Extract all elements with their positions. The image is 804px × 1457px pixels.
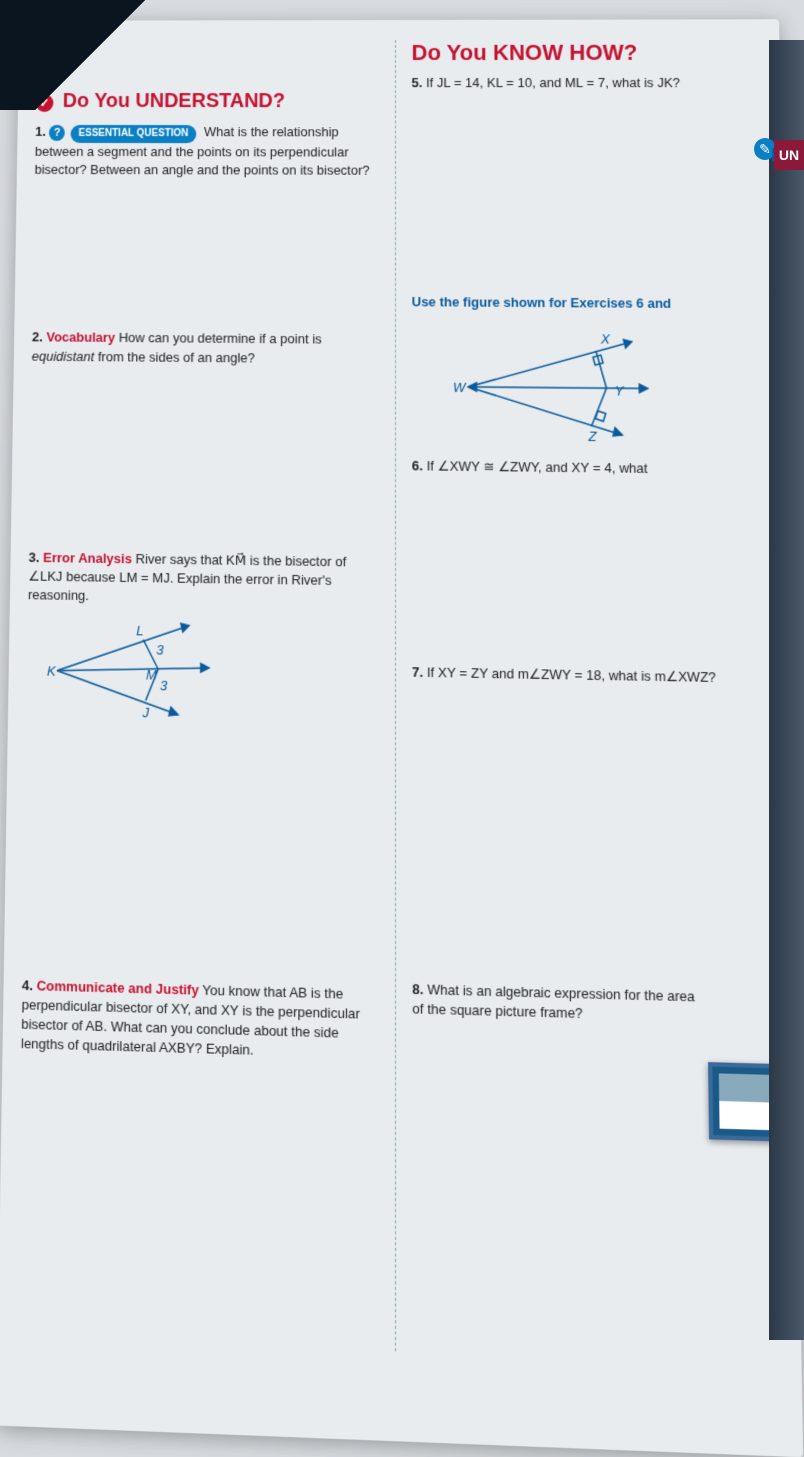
q8-text: What is an algebraic expression for the … — [412, 981, 695, 1021]
right-column: Do You KNOW HOW? 5. If JL = 14, KL = 10,… — [412, 40, 783, 1366]
fig-label-m: M — [146, 667, 157, 683]
q3-figure: K L M J 3 3 — [46, 613, 378, 729]
question-4: 4. Communicate and Justify You know that… — [21, 975, 378, 1063]
adjacent-page-edge: ✎ PR UN — [769, 40, 804, 1340]
q6-text: If ∠XWY ≅ ∠ZWY, and XY = 4, what — [427, 458, 648, 476]
q1-num: 1. — [35, 124, 46, 139]
fig-label-z: Z — [587, 429, 597, 445]
fig-label-l: L — [136, 623, 143, 639]
fig-label-y: Y — [614, 383, 625, 399]
fig-label-w: W — [452, 380, 466, 396]
fig-label-k: K — [47, 663, 57, 679]
q2-label: Vocabulary — [46, 330, 115, 346]
fig-label-x: X — [599, 331, 610, 347]
q5-num: 5. — [412, 75, 423, 90]
question-3: 3. Error Analysis River says that KM⃗ is… — [26, 548, 378, 729]
q2-text-a: How can you determine if a point is — [119, 330, 322, 347]
essential-question-badge: ESSENTIAL QUESTION — [71, 125, 197, 143]
q2-num: 2. — [32, 330, 43, 345]
question-5: 5. If JL = 14, KL = 10, and ML = 7, what… — [412, 74, 762, 92]
q6-figure: W X Y Z — [452, 331, 767, 453]
q7-text: If XY = ZY and m∠ZWY = 18, what is m∠XWZ… — [427, 664, 716, 685]
fig-label-j: J — [141, 705, 149, 721]
q4-num: 4. — [22, 977, 33, 993]
un-stripe: UN — [774, 140, 804, 170]
q3-label: Error Analysis — [43, 549, 132, 566]
figure-intro: Use the figure shown for Exercises 6 and — [412, 293, 766, 314]
q8-num: 8. — [412, 981, 423, 998]
left-column: ✓ Do You UNDERSTAND? 1. ? ESSENTIAL QUES… — [16, 40, 378, 1351]
textbook-page: ✓ Do You UNDERSTAND? 1. ? ESSENTIAL QUES… — [0, 19, 803, 1457]
fig-seg2: 3 — [160, 678, 168, 694]
q2-text-b: from the sides of an angle? — [94, 348, 255, 365]
q6-num: 6. — [412, 458, 423, 474]
know-title: Do You KNOW HOW? — [412, 40, 762, 66]
photo-dark-corner — [0, 0, 180, 110]
question-2: 2. Vocabulary How can you determine if a… — [32, 329, 379, 369]
q7-num: 7. — [412, 664, 423, 680]
question-mark-icon: ? — [49, 125, 65, 141]
q5-text: If JL = 14, KL = 10, and ML = 7, what is… — [426, 75, 680, 90]
question-1: 1. ? ESSENTIAL QUESTION What is the rela… — [35, 123, 379, 180]
q3-num: 3. — [28, 549, 39, 565]
q2-italic: equidistant — [32, 348, 95, 364]
question-8: 8. What is an algebraic expression for t… — [412, 979, 777, 1028]
question-6: 6. If ∠XWY ≅ ∠ZWY, and XY = 4, what — [412, 457, 768, 480]
q4-label: Communicate and Justify — [37, 977, 199, 997]
column-divider — [394, 40, 395, 1351]
fig-seg1: 3 — [156, 642, 164, 658]
